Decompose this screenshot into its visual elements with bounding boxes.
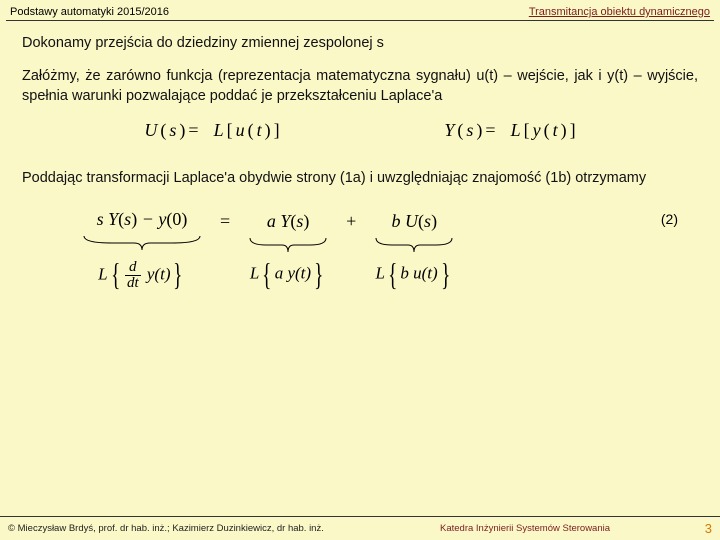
lbrace2: { [262,262,271,288]
rbrace1: } [174,262,183,288]
lparen3: ( [457,120,463,141]
term1-expr: s Y(s) − y(0) [97,209,188,229]
equation-number: (2) [661,211,678,227]
lbrace3: { [388,262,397,288]
rbrace2: } [314,262,323,288]
term3-expr: b U(s) [392,211,438,231]
paragraph-1: Dokonamy przejścia do dziedziny zmiennej… [22,35,698,51]
underbrace-3 [374,236,454,254]
rparen2: ) [265,120,271,141]
header-right: Transmitancja obiektu dynamicznego [529,6,710,18]
equation-U: U(s) = L[u(t)] [144,120,279,141]
term-3: b U(s) L{b u(t)} [374,211,454,288]
footer-page-number: 3 [705,521,712,536]
term-3-annotation: L{b u(t)} [376,262,454,288]
header: Podstawy automatyki 2015/2016 Transmitan… [0,0,720,20]
lparen2: ( [248,120,254,141]
term-2-annotation: L{a y(t)} [250,262,327,288]
rparen: ) [179,120,185,141]
term-2: a Y(s) L{a y(t)} [248,211,328,288]
rparen4: ) [561,120,567,141]
lbracket2: [ [524,120,530,141]
var-t2: t [553,120,558,141]
var-u: u [236,120,245,141]
var-L2: L [511,120,521,141]
lparen4: ( [544,120,550,141]
footer: © Mieczysław Brdyś, prof. dr hab. inż.; … [0,516,720,540]
var-y: y [533,120,541,141]
var-s: s [169,120,176,141]
footer-left: © Mieczysław Brdyś, prof. dr hab. inż.; … [8,523,324,534]
paragraph-2: Załóżmy, że zarówno funkcja (reprezentac… [22,67,698,106]
underbrace-1 [82,234,202,252]
var-U: U [144,120,157,141]
var-L: L [214,120,224,141]
rbracket2: ] [570,120,576,141]
term-1-top: s Y(s) − y(0) [97,209,188,230]
var-t: t [257,120,262,141]
term-3-top: b U(s) [392,211,438,232]
header-divider [6,20,714,21]
rbrace3: } [441,262,450,288]
var-Y: Y [444,120,454,141]
footer-center: Katedra Inżynierii Systemów Sterowania [440,523,610,534]
equation-Y: Y(s) = L[y(t)] [444,120,575,141]
ann-L: L [98,264,107,283]
lbrace1: { [111,262,120,288]
frac-num: d [127,260,139,275]
term-2-top: a Y(s) [267,211,310,232]
eq-sign: = [188,120,198,141]
var-s2: s [466,120,473,141]
ann-tail: y(t) [147,264,171,283]
lbracket: [ [227,120,233,141]
underbrace-2 [248,236,328,254]
frac-ddt: ddt [125,260,141,291]
eq-sign2: = [485,120,495,141]
paragraph-3: Poddając transformacji Laplace'a obydwie… [22,169,698,189]
equation-row-2: s Y(s) − y(0) L{ddt y(t)} = a Y(s) L{a y… [22,209,698,291]
content: Dokonamy przejścia do dziedziny zmiennej… [0,35,720,291]
rparen3: ) [476,120,482,141]
lparen: ( [160,120,166,141]
header-left: Podstawy automatyki 2015/2016 [10,6,169,18]
term2-expr: a Y(s) [267,211,310,231]
plus-op: + [328,211,374,232]
term-1: s Y(s) − y(0) L{ ddt y(t)} [82,209,202,291]
term-1-annotation: L{ ddt y(t)} [98,260,186,291]
frac-den: dt [125,275,141,291]
equals-op: = [202,211,248,232]
rbracket: ] [274,120,280,141]
equation-row-1: U(s) = L[u(t)] Y(s) = L[y(t)] [22,120,698,141]
